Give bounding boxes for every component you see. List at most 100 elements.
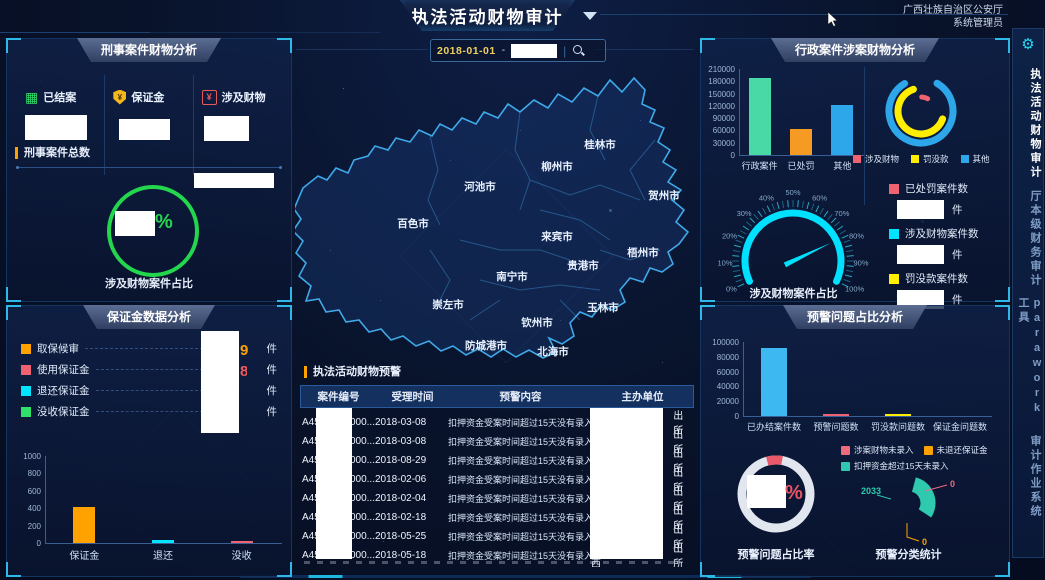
- admin-side-stats: 已处罚案件数件涉及财物案件数件罚没款案件数件: [889, 181, 1003, 309]
- pie-callout: 0: [950, 479, 955, 489]
- panel-deposit-analysis: 保证金数据分析 取保候审件使用保证金件退还保证金件没收保证金件 9 8 0 200…: [6, 305, 292, 577]
- redaction-box: [194, 173, 274, 188]
- right-nav-sidebar: ⚙ 执法活动财物审计 厅本级财务审计 parawork工具 审计作业系统: [1012, 28, 1044, 558]
- category-label: 保证金: [69, 551, 100, 562]
- ring-percent-sign: %: [155, 211, 173, 233]
- gauge-tick-label: 10%: [717, 258, 732, 267]
- cell-case-no: A45 0000...: [302, 435, 375, 447]
- panel-title: 预警问题占比分析: [783, 305, 927, 329]
- y-tick-label: 120000: [708, 101, 735, 111]
- gauge-needle: [783, 242, 831, 268]
- chart-axes: [743, 342, 992, 417]
- cell-date: 2018-03-08: [375, 416, 427, 428]
- y-tick-label: 0: [36, 539, 41, 548]
- y-tick-label: 20000: [716, 397, 739, 407]
- pie-callout: 2033: [861, 486, 881, 496]
- legend-item: 使用保证金件: [21, 359, 277, 380]
- y-tick-label: 1000: [23, 452, 41, 461]
- category-label: 保证金问题数: [932, 422, 987, 432]
- category-label: 已办结案件数: [746, 422, 801, 432]
- map-city-label: 贵港市: [567, 259, 599, 272]
- gauge-tick-label: 100%: [845, 285, 865, 294]
- y-tick-label: 150000: [708, 89, 735, 99]
- date-range-search[interactable]: 2018-01-01 - |: [430, 39, 606, 62]
- cell-case-no: A45 0000...: [302, 511, 375, 523]
- y-tick-label: 200: [27, 521, 41, 531]
- nav-item-department-finance-audit[interactable]: 厅本级财务审计: [1029, 190, 1041, 288]
- y-tick-label: 90000: [712, 114, 735, 124]
- nav-item-parawork-tool[interactable]: parawork工具: [1017, 297, 1043, 417]
- bar-行政案件: [748, 78, 771, 155]
- input-divider: |: [563, 43, 567, 58]
- warning-table-header: 案件编号 受理时间 预警内容 主办单位: [300, 385, 694, 408]
- criminal-total-ring: [107, 185, 199, 277]
- cell-date: 2018-05-18: [375, 549, 427, 561]
- map-city-label: 来宾市: [540, 230, 573, 243]
- redaction-box: [316, 408, 352, 559]
- gauge-tick-label: 50%: [785, 188, 800, 197]
- panel-title: 行政案件涉案财物分析: [771, 38, 939, 62]
- title-dropdown-caret[interactable]: [583, 12, 597, 20]
- redaction-box: [897, 200, 944, 219]
- bar-预警问题数: [823, 414, 849, 416]
- nav-item-law-enforcement-audit[interactable]: 执法活动财物审计: [1029, 68, 1041, 180]
- deco-line: [594, 49, 694, 50]
- pie-callout: 0: [922, 537, 927, 547]
- legend-item: 其他: [960, 153, 990, 165]
- warning-bar-chart: 0 20000 40000 60000 80000 100000 已办结案件数 预警问题数 罚没…: [701, 306, 1009, 576]
- category-label: 行政案件: [741, 161, 778, 171]
- map-city-label: 桂林市: [583, 138, 616, 151]
- gauge-tick-label: 60%: [812, 193, 827, 202]
- legend-item: 未退还保证金: [923, 444, 988, 456]
- category-label: 预警问题数: [813, 422, 859, 432]
- divider: [864, 67, 865, 205]
- class-pie-legend: 涉案财物未录入 未退还保证金 扣押资金超过15天未录入: [841, 444, 1006, 472]
- panel-title: 保证金数据分析: [83, 305, 215, 329]
- gear-icon[interactable]: ⚙: [1021, 36, 1035, 53]
- table-row-clipped: [304, 561, 679, 564]
- map-outline: [295, 76, 690, 359]
- map-city-label: 北海市: [537, 345, 569, 358]
- gauge-tick-label: 30%: [737, 209, 752, 218]
- col-case-no: 案件编号: [317, 391, 360, 403]
- search-icon[interactable]: [572, 44, 585, 57]
- legend-item: 涉案财物未录入: [841, 444, 914, 456]
- cell-date: 2018-02-18: [375, 511, 427, 523]
- bar-退还: [152, 540, 174, 543]
- gauge-tick-label: 40%: [759, 193, 774, 202]
- calculator-icon: ▦: [25, 89, 39, 105]
- map-city-label: 钦州市: [521, 316, 553, 329]
- cell-date: 2018-02-04: [375, 492, 427, 504]
- cell-case-no: A45 0000...: [302, 492, 375, 504]
- date-from-value[interactable]: 2018-01-01: [437, 44, 496, 57]
- cell-content: 扣押资金受案时间超过15天没有录入: [448, 474, 594, 485]
- category-label: 罚没款问题数: [870, 422, 925, 432]
- map-city-label: 南宁市: [496, 270, 528, 283]
- panel-warning-ratio-analysis: 预警问题占比分析 0 20000 40000 60000 80000 100000 已办结案…: [700, 305, 1010, 577]
- y-tick-label: 40000: [716, 382, 739, 392]
- cell-content: 扣押资金受案时间超过15天没有录入: [448, 512, 594, 523]
- section-title-warning-table: 执法活动财物预警: [304, 366, 401, 378]
- y-tick-label: 100000: [712, 338, 739, 347]
- bar-没收: [230, 541, 253, 543]
- side-stat-item: 涉及财物案件数件: [889, 226, 1003, 264]
- cell-case-no: A45 0000...: [302, 473, 375, 485]
- map-city-label: 崇左市: [432, 298, 464, 311]
- user-role: 系统管理员: [953, 18, 1003, 29]
- gauge-tick-label: 80%: [849, 232, 864, 241]
- y-tick-label: 210000: [708, 65, 735, 74]
- redaction-box: [119, 119, 171, 140]
- y-tick-label: 0: [730, 151, 735, 160]
- nav-item-audit-work-system[interactable]: 审计作业系统: [1029, 434, 1041, 519]
- legend-item: 退还保证金件: [21, 380, 277, 401]
- redaction-box: [115, 211, 155, 236]
- bottom-decoration-bar: [240, 575, 810, 578]
- legend-swatch: [21, 406, 31, 417]
- category-label: 没收: [231, 551, 252, 562]
- col-accept-time: 受理时间: [391, 391, 434, 403]
- stat-deposit: ¥ 保证金: [104, 75, 192, 175]
- legend-swatch: [21, 385, 31, 396]
- side-stat-item: 罚没款案件数件: [889, 271, 1003, 309]
- criminal-stats-row: ▦ 已结案 ¥ 保证金 ¥ 涉及财物: [17, 75, 281, 175]
